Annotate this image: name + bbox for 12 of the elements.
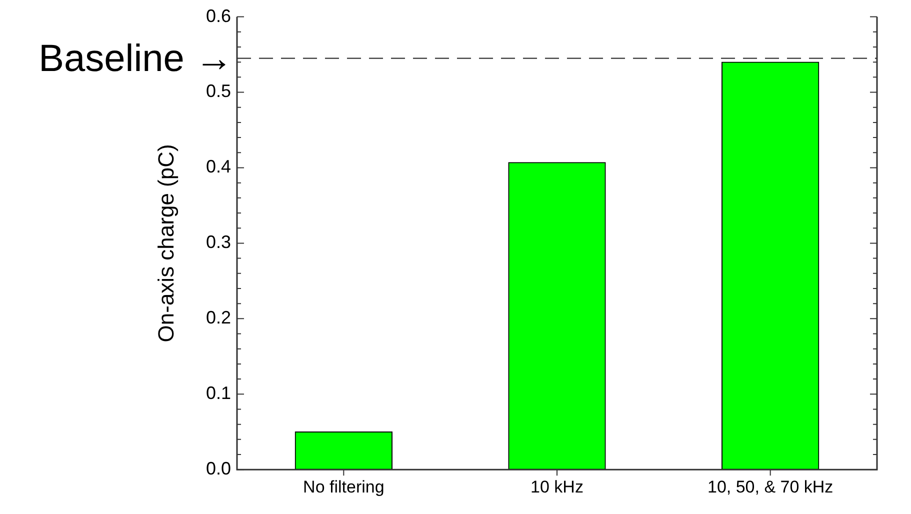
y-tick-label: 0.5 — [206, 81, 231, 102]
y-tick-label: 0.3 — [206, 232, 231, 252]
y-tick-label: 0.2 — [206, 308, 231, 328]
x-tick-label: 10, 50, & 70 kHz — [707, 477, 834, 496]
x-tick-label: 10 kHz — [530, 477, 584, 496]
y-tick-label: 0.1 — [206, 383, 231, 404]
y-tick-label: 0.4 — [206, 156, 231, 177]
y-tick-label: 0.0 — [206, 458, 231, 479]
y-tick-label: 0.6 — [206, 6, 231, 26]
y-axis-title: On-axis charge (pC) — [153, 144, 178, 342]
x-tick-label: No filtering — [303, 477, 384, 496]
ref-line-label: Baseline → — [38, 38, 233, 80]
